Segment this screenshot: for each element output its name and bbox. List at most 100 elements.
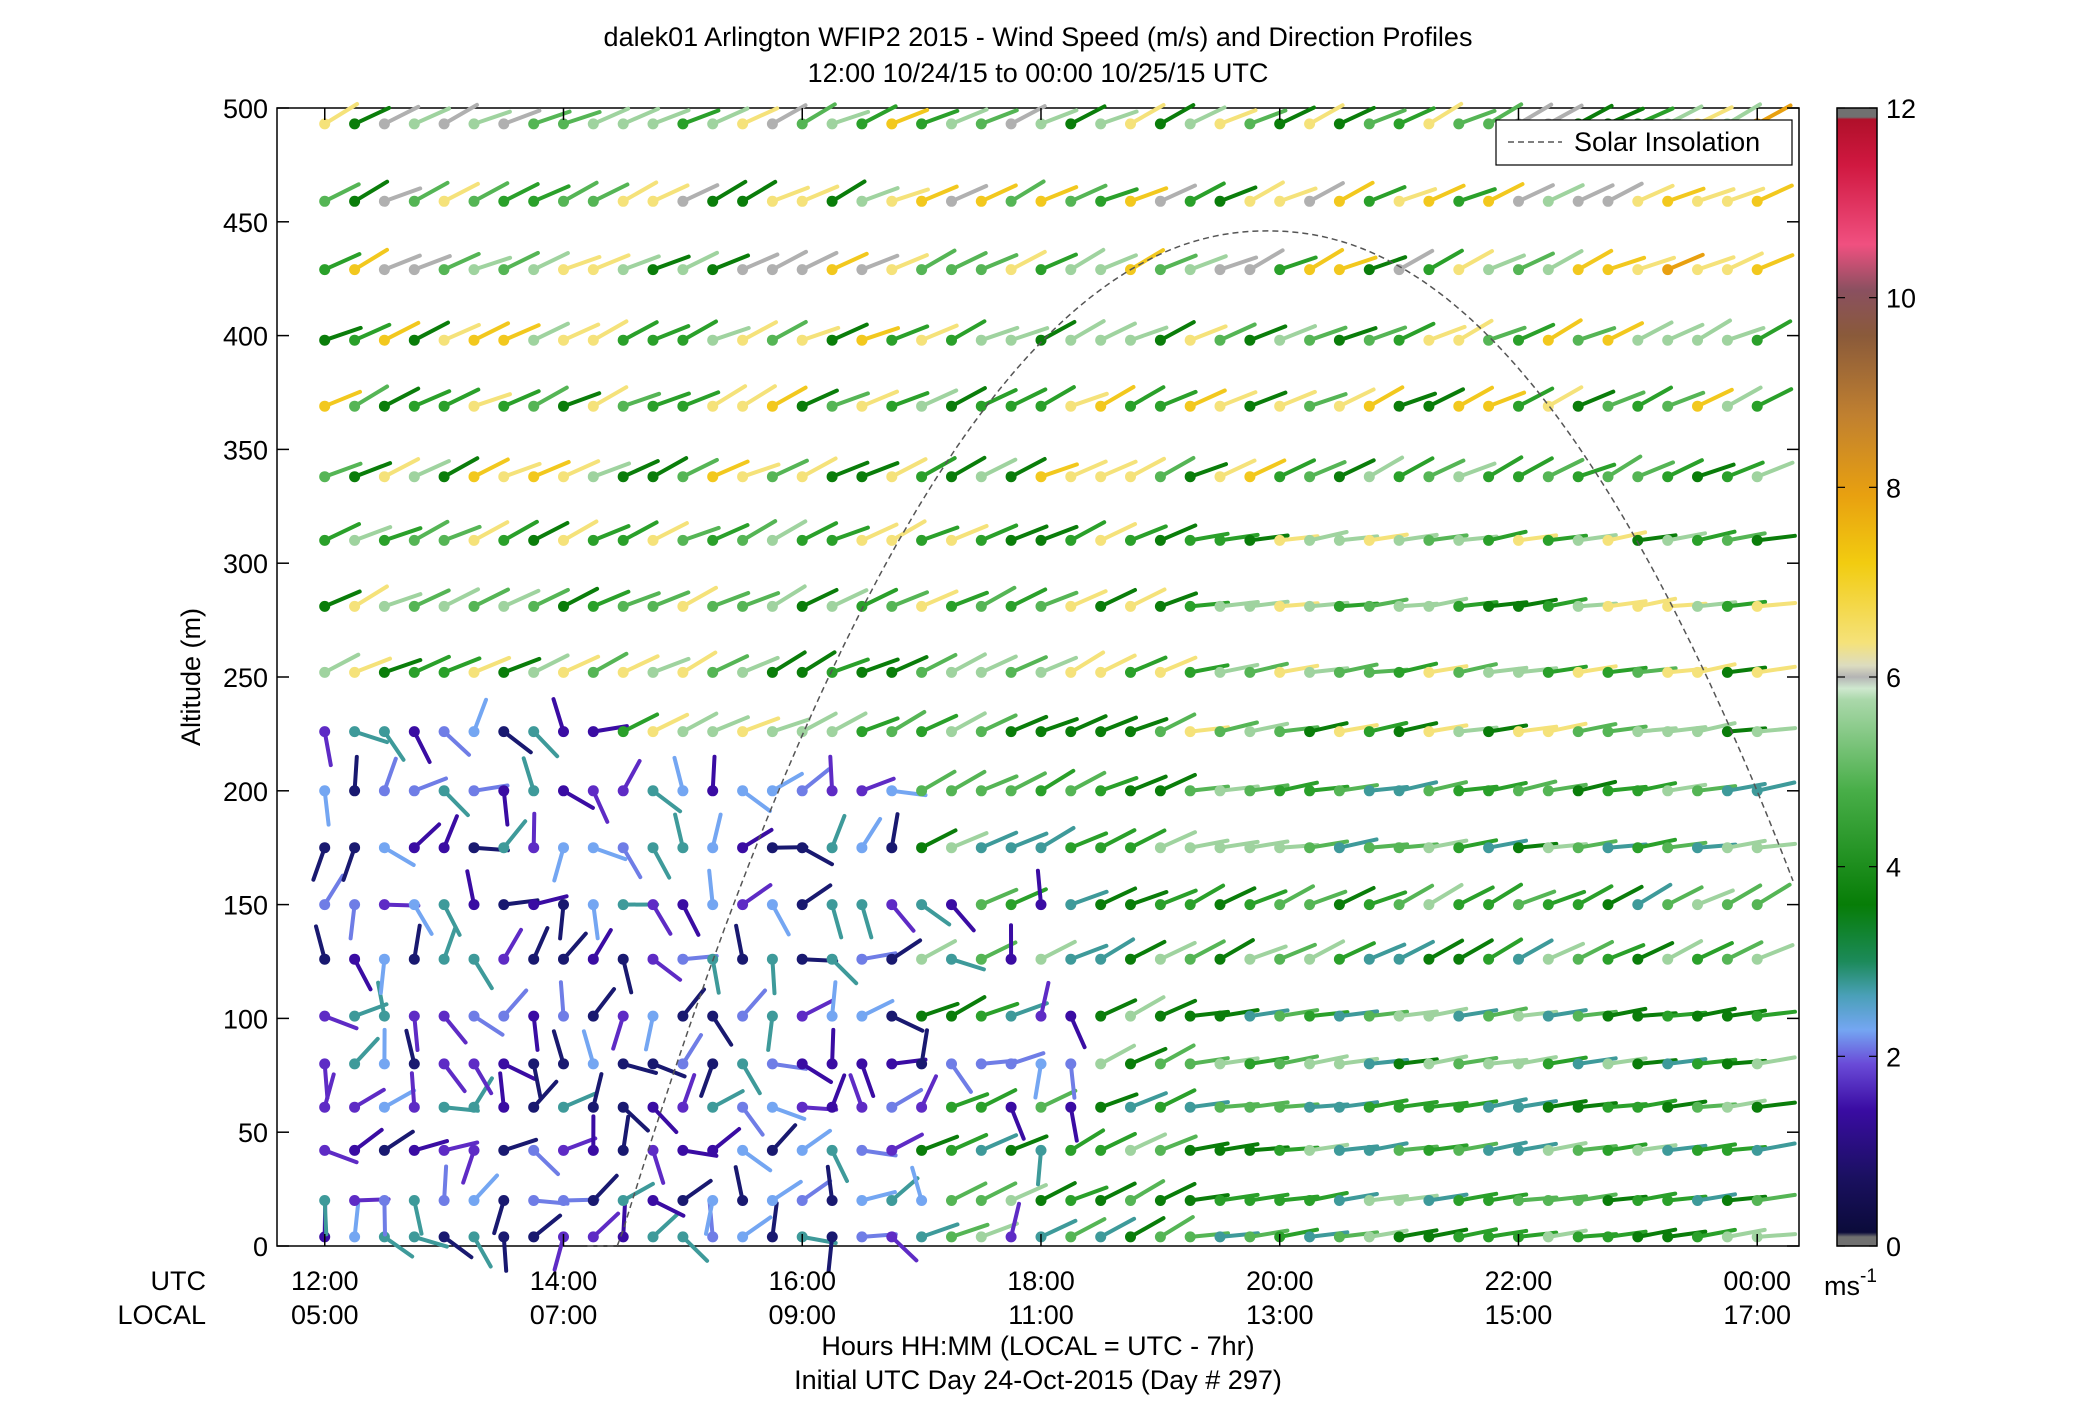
wind-barb-dot bbox=[1513, 785, 1524, 797]
wind-barb-dot bbox=[1542, 534, 1554, 546]
wind-barb-dot bbox=[1035, 1144, 1047, 1156]
wind-barb-dot bbox=[408, 1010, 420, 1022]
wind-barb bbox=[1635, 596, 1678, 609]
wind-barb-dot bbox=[1632, 899, 1644, 911]
wind-barb bbox=[341, 845, 357, 882]
wind-barb-dot bbox=[528, 785, 540, 797]
wind-barb-dot bbox=[1393, 1144, 1405, 1156]
wind-barb bbox=[1755, 253, 1795, 272]
wind-barb-dot bbox=[737, 666, 749, 678]
wind-barb-dot bbox=[1692, 1231, 1703, 1243]
wind-barb-dot bbox=[319, 785, 331, 797]
wind-barb-dot bbox=[1244, 953, 1256, 965]
wind-barb-dot bbox=[1662, 785, 1674, 797]
wind-barb-dot bbox=[587, 1144, 599, 1156]
wind-barb bbox=[472, 697, 488, 734]
wind-barb bbox=[1755, 1232, 1798, 1239]
wind-barb bbox=[800, 184, 840, 204]
wind-barb bbox=[1068, 714, 1108, 734]
wind-barb bbox=[561, 459, 601, 479]
wind-barb-dot bbox=[587, 1010, 599, 1022]
wind-barb-dot bbox=[1005, 785, 1017, 797]
wind-barb-dot bbox=[707, 1058, 719, 1070]
wind-barb bbox=[710, 106, 750, 126]
x-axis-label: Hours HH:MM (LOCAL = UTC - 7hr) bbox=[821, 1331, 1254, 1361]
wind-barb bbox=[1033, 1061, 1043, 1100]
wind-barb bbox=[621, 845, 643, 880]
wind-barb-dot bbox=[975, 118, 987, 130]
wind-barb bbox=[1009, 587, 1048, 609]
wind-barb bbox=[322, 1061, 330, 1100]
wind-barb bbox=[591, 182, 630, 204]
wind-barb-dot bbox=[946, 842, 957, 854]
wind-barb bbox=[1036, 1148, 1043, 1187]
wind-barb-dot bbox=[408, 899, 420, 911]
wind-barb-dot bbox=[1035, 334, 1047, 346]
wind-barb bbox=[889, 391, 930, 409]
wind-barb bbox=[979, 887, 1019, 907]
wind-barb-dot bbox=[528, 400, 540, 412]
wind-barb-dot bbox=[1453, 1058, 1465, 1070]
wind-barb bbox=[442, 387, 481, 409]
wind-barb-dot bbox=[1363, 1058, 1375, 1070]
wind-barb-dot bbox=[1393, 899, 1405, 911]
wind-barb-dot bbox=[677, 785, 689, 797]
wind-barb bbox=[740, 462, 781, 479]
wind-barb-dot bbox=[1692, 534, 1703, 546]
wind-barb-dot bbox=[1751, 334, 1763, 346]
wind-barb-dot bbox=[349, 666, 361, 678]
wind-barb-dot bbox=[587, 471, 599, 483]
wind-barb-dot bbox=[1721, 842, 1733, 854]
wind-barb bbox=[1068, 831, 1109, 850]
wind-barb bbox=[561, 110, 602, 126]
wind-barb-dot bbox=[916, 400, 928, 412]
wind-barb-dot bbox=[1572, 534, 1584, 546]
wind-barb bbox=[1337, 387, 1376, 409]
wind-barb bbox=[1307, 889, 1348, 907]
wind-barb-dot bbox=[528, 726, 540, 738]
wind-barb bbox=[919, 388, 959, 409]
wind-barb bbox=[770, 458, 809, 479]
wind-barb bbox=[1635, 1098, 1678, 1110]
wind-barb-dot bbox=[1333, 400, 1345, 412]
wind-barb bbox=[1098, 776, 1139, 793]
wind-barb bbox=[1068, 183, 1108, 204]
wind-barb bbox=[531, 926, 550, 962]
wind-barb-dot bbox=[349, 534, 361, 546]
wind-barb-dot bbox=[1602, 1058, 1614, 1070]
wind-barb-dot bbox=[1274, 1010, 1286, 1022]
wind-barb-dot bbox=[975, 534, 987, 546]
wind-barb bbox=[382, 386, 421, 409]
wind-barb-dot bbox=[826, 1010, 838, 1022]
wind-barb-dot bbox=[1483, 195, 1495, 207]
wind-barb-dot bbox=[1572, 1058, 1584, 1070]
wind-barb bbox=[1695, 318, 1732, 343]
wind-barb-dot bbox=[1423, 600, 1435, 612]
wind-barb-dot bbox=[498, 1058, 510, 1070]
wind-barb-dot bbox=[319, 899, 331, 911]
wind-barb-dot bbox=[916, 1101, 928, 1113]
wind-barb-dot bbox=[349, 1101, 361, 1113]
x-tick-label-utc: 12:00 bbox=[291, 1266, 359, 1296]
wind-barb bbox=[889, 590, 929, 609]
wind-barb-dot bbox=[1154, 899, 1166, 911]
wind-barb bbox=[472, 957, 494, 991]
wind-barb-dot bbox=[1751, 785, 1763, 797]
wind-barb-dot bbox=[1304, 1058, 1316, 1070]
wind-barb-dot bbox=[1662, 400, 1674, 412]
wind-barb bbox=[1755, 1141, 1797, 1153]
wind-barb-dot bbox=[1214, 264, 1226, 276]
wind-barb-dot bbox=[975, 334, 987, 346]
wind-barb-dot bbox=[796, 1144, 808, 1156]
wind-barb-dot bbox=[826, 899, 838, 911]
wind-barb bbox=[1009, 1105, 1026, 1141]
wind-barb-dot bbox=[1244, 899, 1256, 911]
wind-barb-dot bbox=[468, 666, 480, 678]
wind-barb bbox=[1456, 1227, 1498, 1239]
wind-barb-dot bbox=[856, 1101, 868, 1113]
wind-barb bbox=[1725, 385, 1763, 409]
wind-barb bbox=[919, 1222, 960, 1239]
wind-barb-dot bbox=[468, 534, 480, 546]
wind-barb-dot bbox=[408, 785, 420, 797]
wind-barb bbox=[710, 754, 717, 793]
